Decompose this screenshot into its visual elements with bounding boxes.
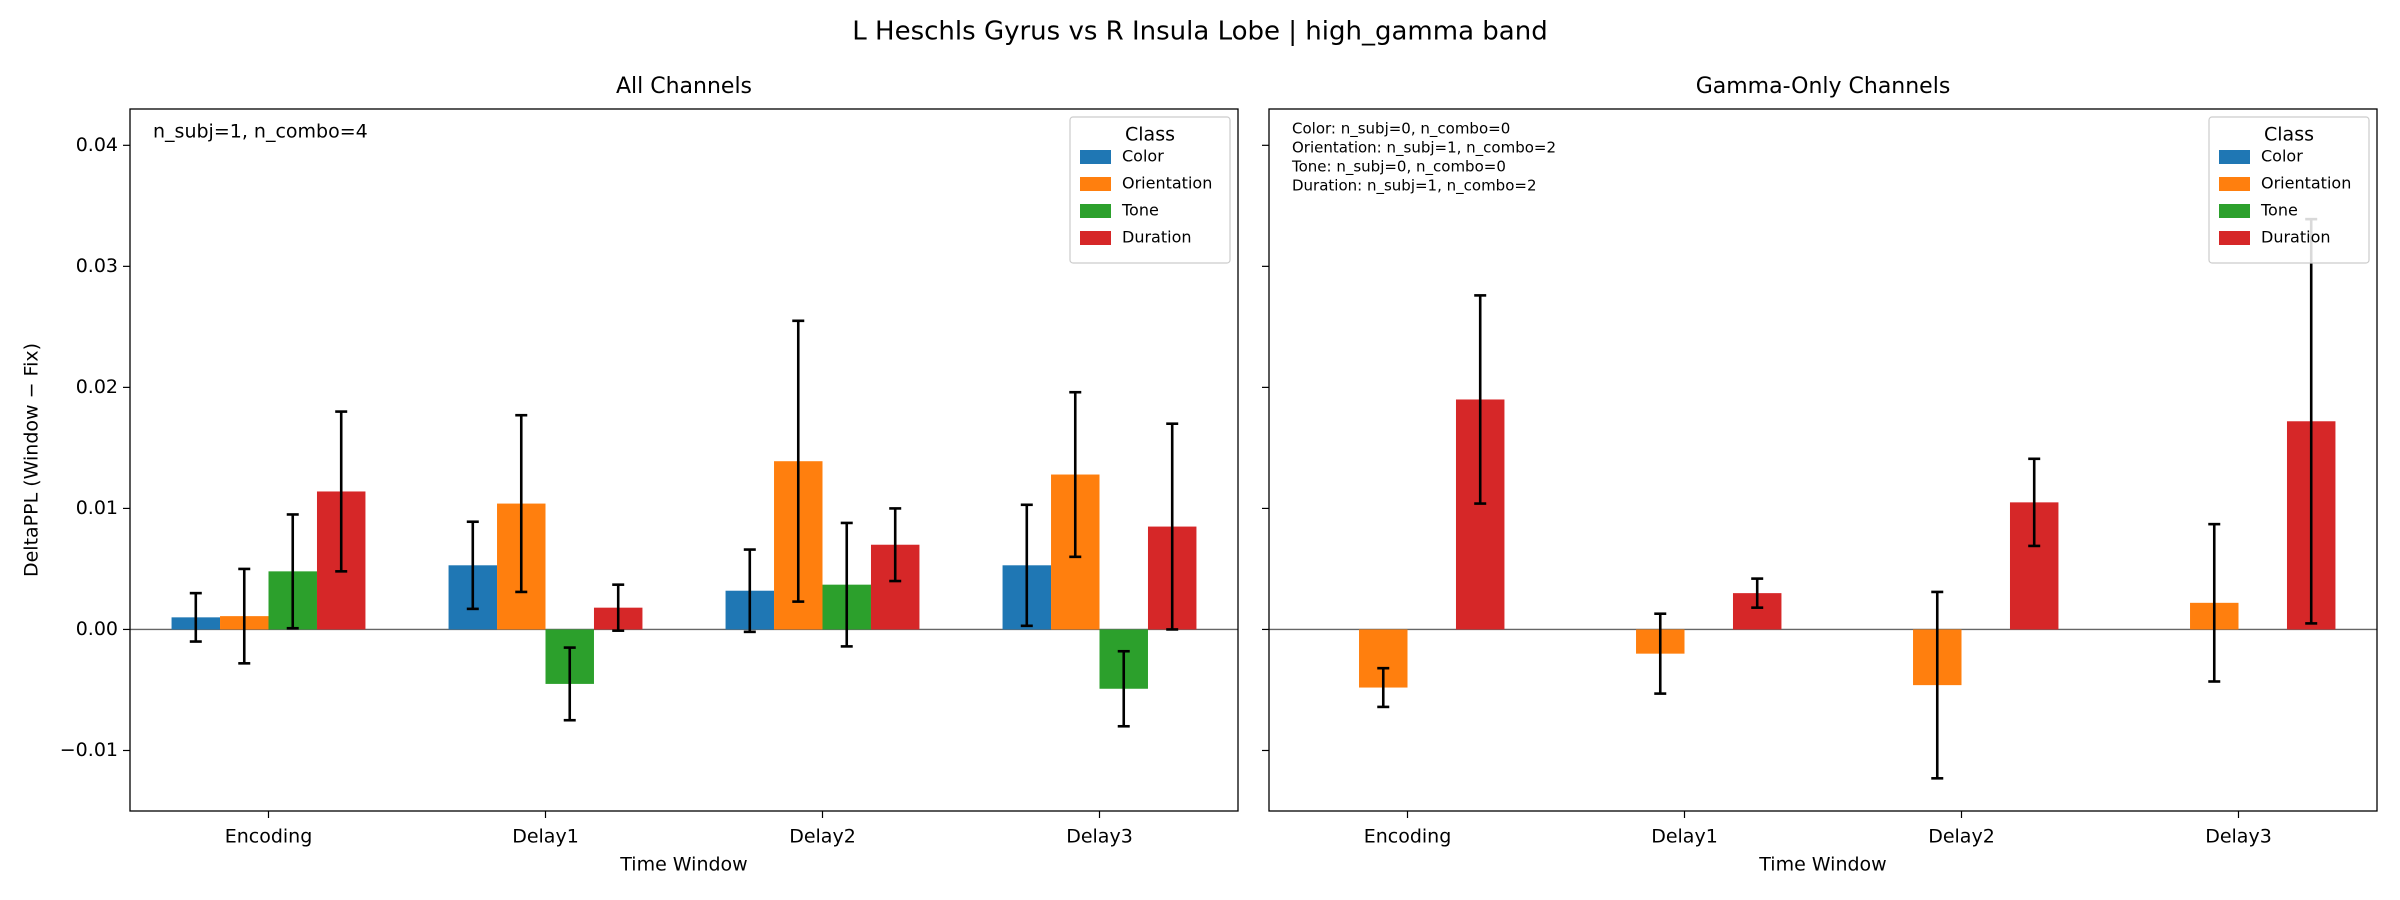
y-tick-label: −0.01 [60,739,118,761]
y-tick-label: 0.00 [76,618,118,640]
legend-swatch [2219,177,2250,191]
error-bar [286,513,299,630]
error-bar [238,567,251,665]
legend-label: Duration [1122,228,1192,247]
error-bar [1931,590,1944,780]
y-tick-label: 0.04 [76,134,118,156]
error-bar [2028,457,2041,548]
legend-label: Orientation [1122,174,1212,193]
error-bar [1751,577,1764,609]
legend-swatch [1080,231,1111,245]
legend-label: Color [2261,147,2303,166]
legend-swatch [1080,177,1111,191]
error-bar [743,548,756,634]
error-bar [792,319,805,603]
error-bar [840,521,853,648]
annotation: n_subj=1, n_combo=4 [153,121,368,143]
x-tick-label: Delay2 [789,826,856,848]
axes-title: Gamma-Only Channels [1696,74,1951,99]
legend-label: Color [1122,147,1164,166]
y-tick-label: 0.02 [76,376,118,398]
x-tick-label: Encoding [225,826,313,848]
x-tick-label: Delay3 [2205,826,2272,848]
error-bar [1377,666,1390,709]
axes-title: All Channels [616,74,752,99]
error-bar [1166,422,1179,631]
figure-title: L Heschls Gyrus vs R Insula Lobe | high_… [852,17,1547,47]
error-bar [2208,522,2221,683]
x-tick-label: Encoding [1364,826,1452,848]
error-bar [1020,503,1033,628]
annotation: Orientation: n_subj=1, n_combo=2 [1292,139,1556,158]
legend-swatch [2219,231,2250,245]
legend-swatch [1080,204,1111,218]
annotation: Duration: n_subj=1, n_combo=2 [1292,177,1537,196]
error-bar [563,646,576,722]
x-axis-label: Time Window [619,854,747,876]
x-tick-label: Delay1 [512,826,579,848]
annotation: Color: n_subj=0, n_combo=0 [1292,120,1510,139]
legend-swatch [1080,150,1111,164]
x-tick-label: Delay2 [1928,826,1995,848]
error-bar [889,507,902,583]
legend-label: Tone [1121,201,1159,220]
annotation: Tone: n_subj=0, n_combo=0 [1291,158,1506,177]
x-axis-label: Time Window [1758,854,1886,876]
error-bar [189,591,202,643]
axes-frame [129,108,1239,812]
y-axis-label: DeltaPPL (Window − Fix) [21,343,43,577]
error-bar [1069,390,1082,559]
x-tick-label: Delay1 [1651,826,1718,848]
error-bar [1654,612,1667,695]
error-bar [515,413,528,594]
legend-swatch [2219,150,2250,164]
legend-label: Tone [2260,201,2298,220]
axes-frame [1268,108,2378,812]
legend-title: Class [1125,124,1175,146]
error-bar [466,520,479,611]
error-bar [1474,294,1487,505]
error-bar [335,410,348,573]
x-tick-label: Delay3 [1066,826,1133,848]
legend-swatch [2219,204,2250,218]
legend-title: Class [2264,124,2314,146]
legend-label: Orientation [2261,174,2351,193]
error-bar [612,583,625,632]
error-bar [1117,649,1130,728]
y-tick-label: 0.01 [76,497,118,519]
y-tick-label: 0.03 [76,255,118,277]
legend-label: Duration [2261,228,2331,247]
